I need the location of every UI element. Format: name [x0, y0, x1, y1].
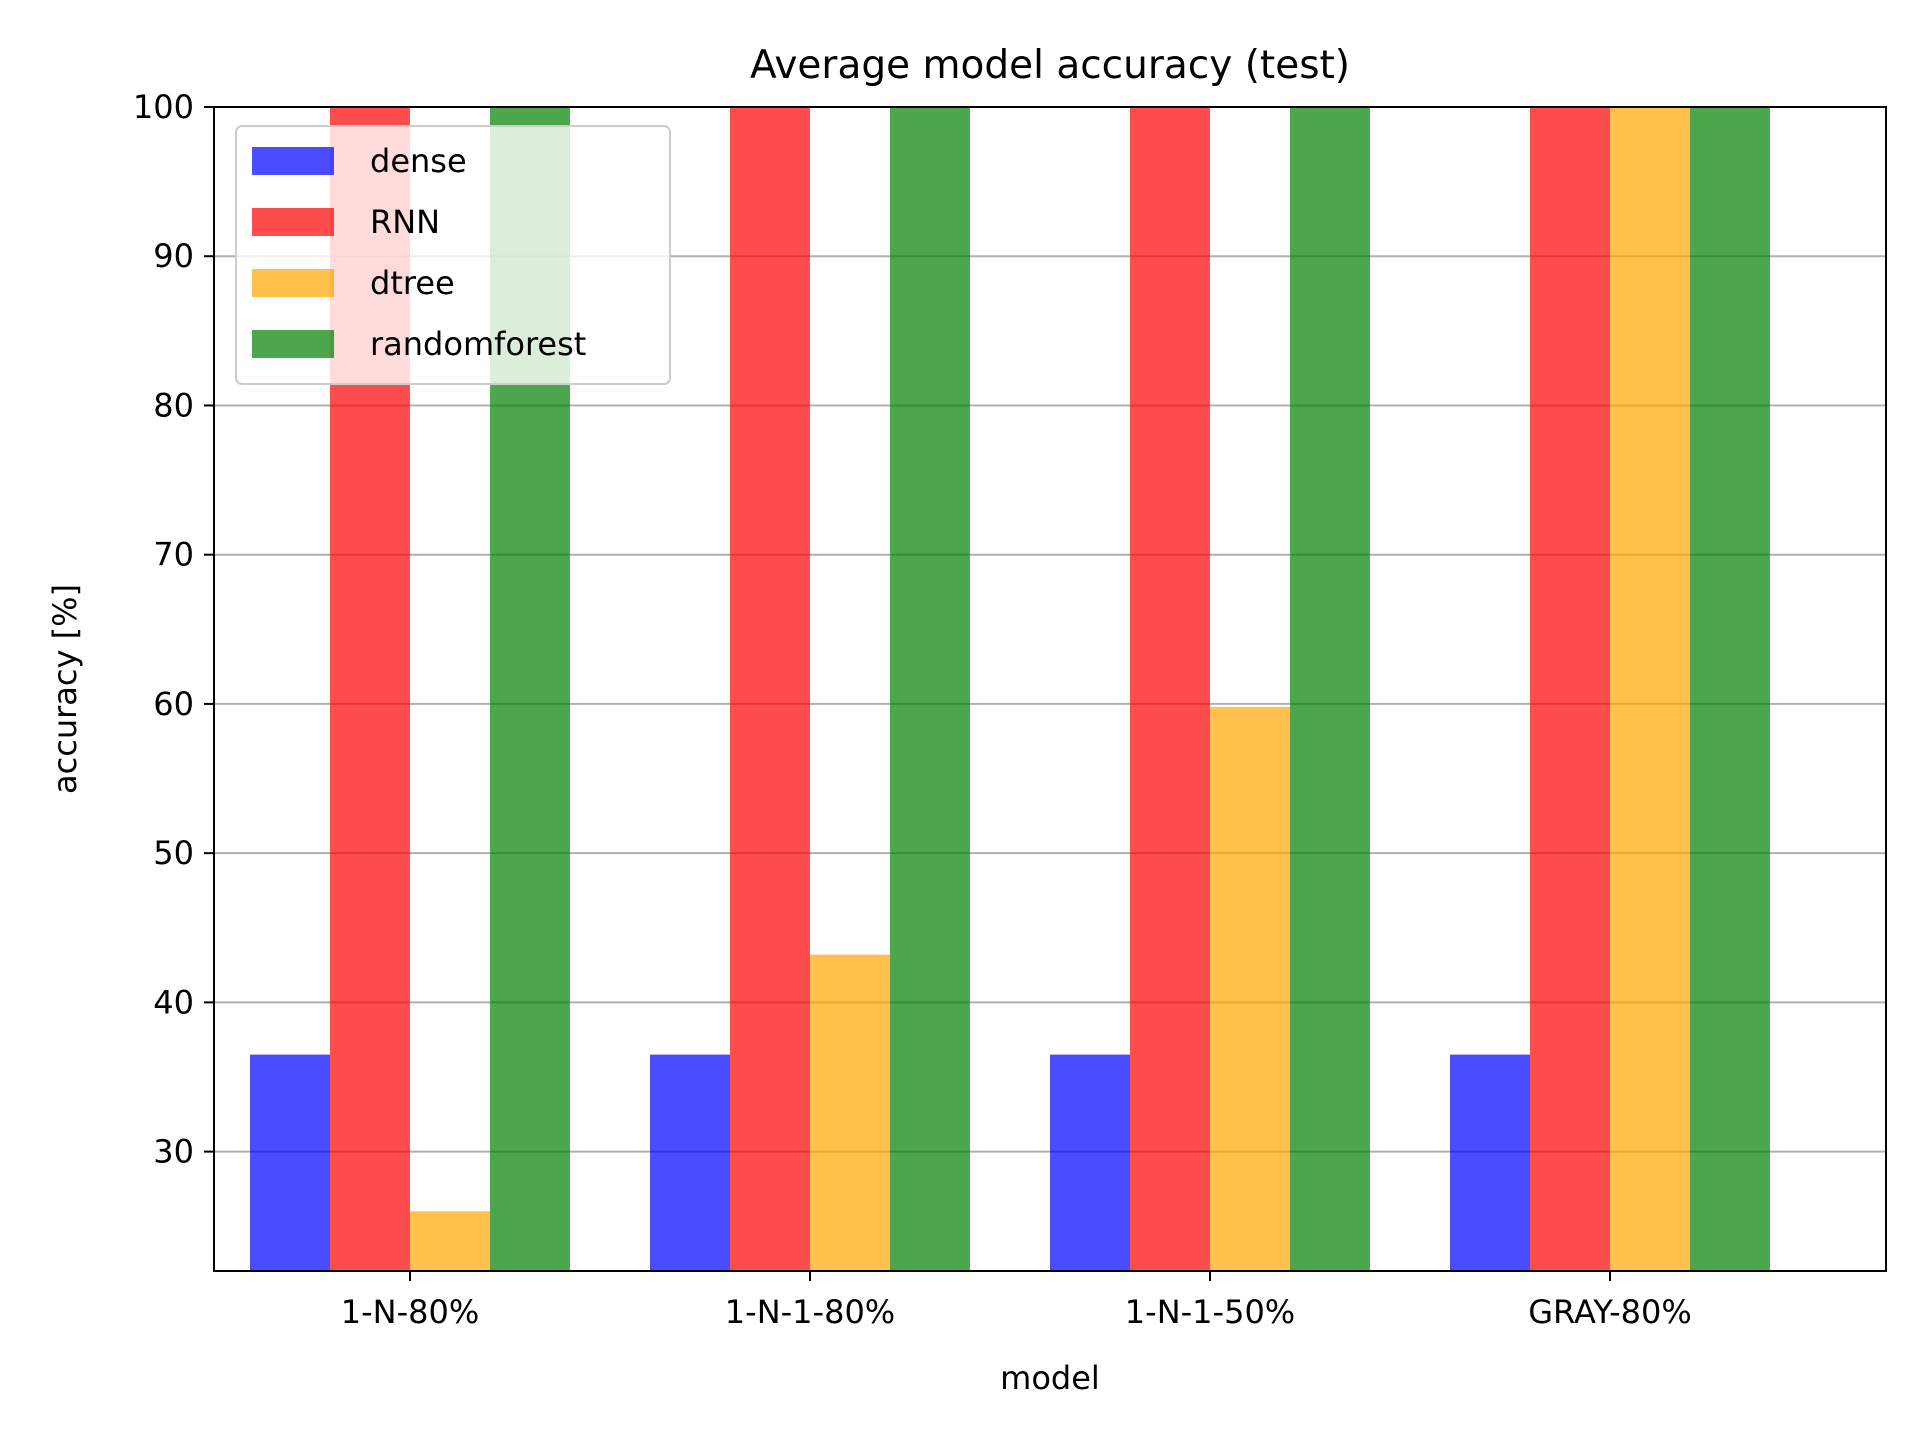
chart-title: Average model accuracy (test)	[750, 43, 1350, 88]
y-tick-label: 90	[153, 237, 194, 275]
bar-dense	[250, 1054, 330, 1271]
plot-frame	[213, 106, 1887, 1272]
bar-dtree	[1210, 706, 1290, 1271]
legend-label-randomforest: randomforest	[370, 325, 586, 363]
bar-RNN	[1530, 107, 1610, 1271]
x-tick-label: GRAY-80%	[1528, 1293, 1692, 1331]
bar-dense	[1450, 1054, 1530, 1271]
y-tick-label: 60	[153, 685, 194, 723]
y-tick-label: 40	[153, 983, 194, 1021]
bar-RNN	[1130, 107, 1210, 1271]
y-tick-label: 70	[153, 536, 194, 574]
x-tick-label: 1-N-1-80%	[725, 1293, 895, 1331]
x-axis-label: model	[1000, 1359, 1100, 1397]
bar-dense	[650, 1054, 730, 1271]
bar-randomforest	[1290, 107, 1370, 1271]
legend-label-dtree: dtree	[370, 264, 455, 302]
legend-swatch-dtree	[252, 269, 334, 297]
legend-swatch-randomforest	[252, 330, 334, 358]
y-tick-label: 30	[153, 1133, 194, 1171]
bar-randomforest	[1690, 107, 1770, 1271]
x-tick-label: 1-N-1-50%	[1125, 1293, 1295, 1331]
bar-randomforest	[890, 107, 970, 1271]
bars	[250, 107, 1770, 1271]
y-tick-label: 50	[153, 834, 194, 872]
legend-box	[235, 125, 671, 385]
bar-dtree	[1610, 107, 1690, 1271]
axes-ticks: 30 40 50 60 70 80 90 100 1-N-80% 1-N-1-80% 1-N-1-5…	[133, 88, 1692, 1331]
bar-dtree	[810, 954, 890, 1271]
legend-label-RNN: RNN	[370, 203, 440, 241]
y-axis-label: accuracy [%]	[46, 584, 84, 794]
legend-label-dense: dense	[370, 142, 467, 180]
y-tick-label: 100	[133, 88, 194, 126]
bar-dtree	[410, 1211, 490, 1271]
bar-RNN	[730, 107, 810, 1271]
y-tick-label: 80	[153, 386, 194, 424]
bar-dense	[1050, 1054, 1130, 1271]
legend-swatch-dense	[252, 147, 334, 175]
x-tick-label: 1-N-80%	[341, 1293, 480, 1331]
legend-swatch-RNN	[252, 208, 334, 236]
legend: dense RNN dtree randomforest	[235, 125, 671, 385]
